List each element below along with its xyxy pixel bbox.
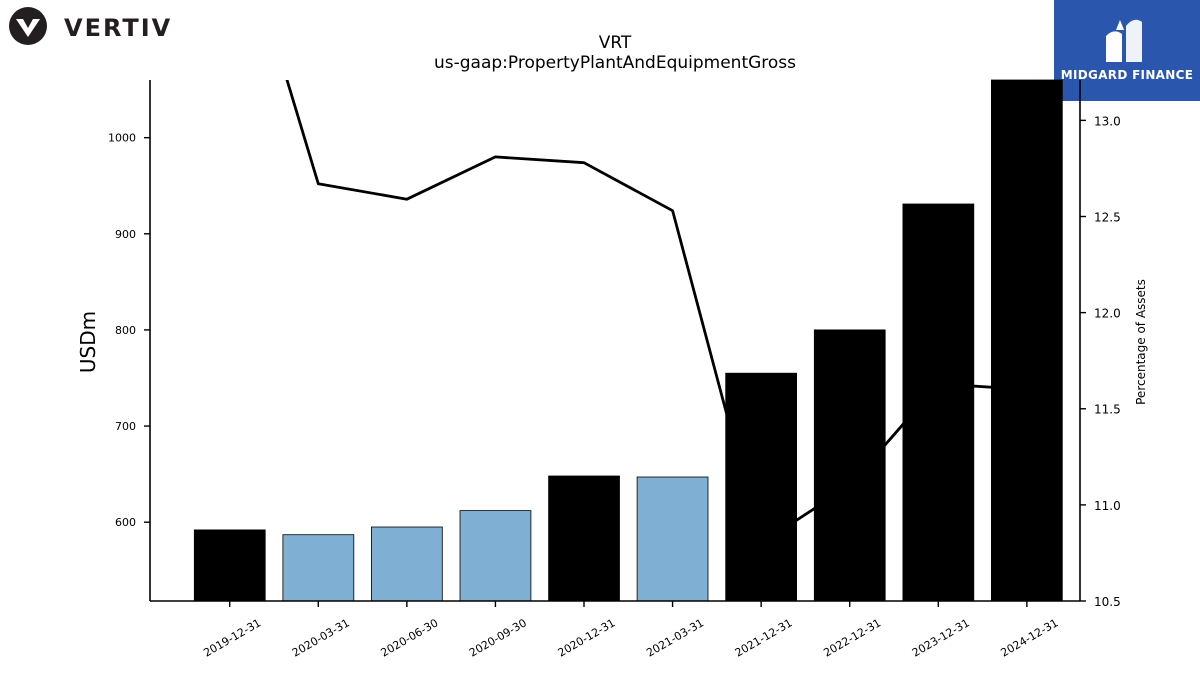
y2-tick-label: 13.0 xyxy=(1094,114,1121,128)
bar-2020-03-31 xyxy=(282,534,355,602)
badge-label: MIDGARD FINANCE xyxy=(1060,68,1194,82)
percentage-line xyxy=(285,80,1027,545)
line-series xyxy=(285,80,1027,545)
chart-title: VRT xyxy=(599,33,632,53)
bar-2021-12-31 xyxy=(725,372,798,602)
y-tick-label: 700 xyxy=(115,420,136,433)
bar-2023-12-31 xyxy=(902,203,975,602)
x-tick-label: 2020-06-30 xyxy=(379,616,441,659)
y2-tick-label: 12.0 xyxy=(1094,307,1121,321)
vertiv-logo: VERTIV xyxy=(6,4,176,48)
x-axis-ticks: 2019-12-31 2020-03-31 2020-06-30 2020-09-30… xyxy=(201,601,1060,660)
y-tick-label: 900 xyxy=(115,228,136,241)
y2-axis-ticks: 10.5 11.0 11.5 12.0 12.5 13.0 xyxy=(1080,114,1121,609)
bar-2020-09-30 xyxy=(459,510,532,602)
y-axis-label: USDm xyxy=(76,311,100,373)
bar-series xyxy=(193,79,1063,602)
y2-axis-label: Percentage of Assets xyxy=(1134,279,1148,405)
bar-2024-12-31 xyxy=(991,79,1063,602)
y-axis-ticks: 600 700 800 900 1000 xyxy=(108,132,150,529)
x-tick-label: 2021-12-31 xyxy=(733,616,795,659)
y2-tick-label: 11.5 xyxy=(1094,403,1121,417)
bar-2020-12-31 xyxy=(548,475,620,602)
bar-2021-03-31 xyxy=(636,476,709,602)
x-tick-label: 2021-03-31 xyxy=(644,616,706,659)
bar-2019-12-31 xyxy=(193,529,266,602)
vertiv-logo-icon xyxy=(9,7,47,45)
y2-tick-label: 12.5 xyxy=(1094,210,1121,224)
x-tick-label: 2019-12-31 xyxy=(201,616,263,659)
axes xyxy=(149,80,1081,602)
x-tick-label: 2022-12-31 xyxy=(821,616,883,659)
y-tick-label: 600 xyxy=(115,516,136,529)
y-tick-label: 800 xyxy=(115,324,136,337)
bar-2020-06-30 xyxy=(370,526,443,602)
chart-subtitle: us-gaap:PropertyPlantAndEquipmentGross xyxy=(434,53,796,73)
y2-tick-label: 11.0 xyxy=(1094,499,1121,513)
x-tick-label: 2020-09-30 xyxy=(467,616,529,659)
x-tick-label: 2020-03-31 xyxy=(290,616,352,659)
x-tick-label: 2020-12-31 xyxy=(556,616,618,659)
y-tick-label: 1000 xyxy=(108,132,136,145)
x-tick-label: 2023-12-31 xyxy=(910,616,972,659)
midgard-mark-icon xyxy=(1106,19,1142,62)
midgard-finance-badge: MIDGARD FINANCE xyxy=(1054,0,1200,101)
bar-2022-12-31 xyxy=(813,329,886,602)
y2-tick-label: 10.5 xyxy=(1094,595,1121,609)
logo-wordmark: VERTIV xyxy=(64,14,173,42)
x-tick-label: 2024-12-31 xyxy=(999,616,1061,659)
